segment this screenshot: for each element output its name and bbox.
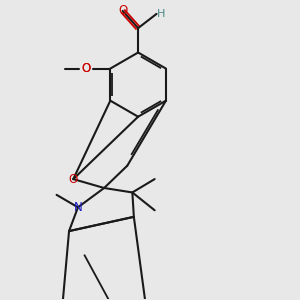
Text: O: O [81,62,91,75]
Text: N: N [74,201,82,214]
Text: H: H [157,9,165,19]
Text: O: O [118,4,127,17]
Text: O: O [81,62,91,75]
Text: O: O [69,172,78,186]
